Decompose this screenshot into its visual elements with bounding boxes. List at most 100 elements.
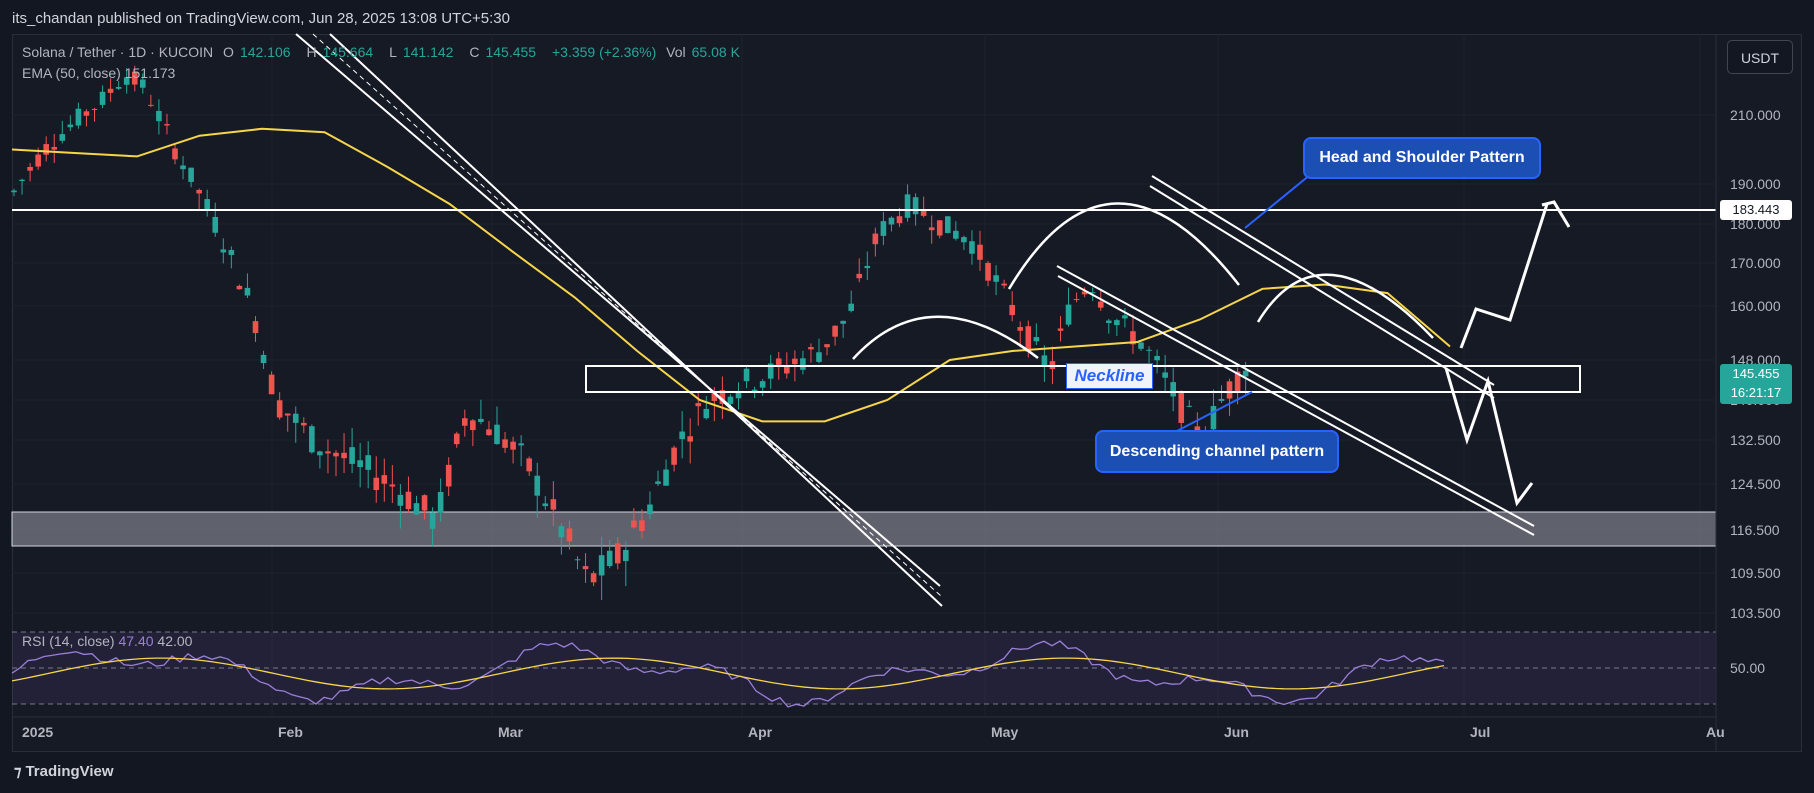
candle-body [212, 216, 219, 233]
candle-body [260, 354, 267, 364]
candle-body [140, 79, 146, 88]
candle-body [75, 108, 82, 126]
time-tick: Au [1706, 724, 1725, 740]
candle-body [244, 287, 251, 296]
candle-body [510, 441, 516, 450]
tradingview-logo[interactable]: ⁊ TradingView [14, 762, 114, 780]
price-tick: 103.500 [1730, 605, 1781, 621]
descending-channel-callout[interactable]: Descending channel pattern [1095, 430, 1339, 473]
candle-body [888, 217, 895, 225]
candle-body [11, 190, 17, 193]
candle-body [59, 134, 66, 141]
time-tick: 2025 [22, 724, 53, 740]
price-tick: 190.000 [1730, 176, 1781, 192]
candle-body [574, 559, 581, 561]
price-tick: 124.500 [1730, 476, 1781, 492]
candle-body [784, 367, 790, 374]
ohlc-high: H 145.664 [306, 44, 374, 60]
candle-body [1242, 370, 1249, 377]
candle-body [494, 424, 500, 445]
candle-body [695, 403, 702, 407]
change-value: +3.359 (+2.36%) [551, 44, 657, 60]
candle-body [131, 71, 138, 85]
candle-body [542, 503, 549, 507]
candle-body [486, 429, 492, 436]
downtrend-channel [295, 33, 943, 607]
ema-value: 151.173 [124, 65, 176, 81]
ohlc-low: L 141.142 [389, 44, 454, 60]
candle-body [470, 420, 476, 431]
candle-body [936, 220, 943, 236]
candle-body [164, 124, 170, 126]
price-tick: 132.500 [1730, 432, 1781, 448]
currency-button[interactable]: USDT [1727, 40, 1793, 74]
candle-body [792, 358, 798, 365]
rsi-axis-tick: 50.00 [1730, 660, 1765, 676]
rsi-label: RSI (14, close) [22, 633, 115, 649]
candle-body [606, 550, 613, 567]
candle-body [711, 393, 718, 401]
price-tick: 116.500 [1730, 522, 1780, 538]
candle-body [614, 543, 621, 564]
tradingview-icon: ⁊ [14, 763, 22, 780]
current-price: 145.455 [1732, 366, 1780, 381]
candle-body [767, 363, 774, 379]
candle-body [1065, 304, 1072, 325]
ohlc-close: C 145.455 [469, 44, 537, 60]
candle-body [1041, 355, 1048, 366]
candle-body [462, 418, 468, 426]
candle-body [284, 413, 291, 416]
candle-body [735, 392, 742, 399]
candle-body [1057, 328, 1064, 331]
candle-body [590, 573, 597, 583]
current-price-tag: 145.455 16:21:17 [1720, 364, 1792, 404]
candle-body [1234, 371, 1241, 392]
candle-body [1089, 292, 1096, 294]
candle-body [920, 210, 927, 216]
candle-body [904, 194, 911, 218]
candle-body [1186, 405, 1193, 407]
head-shoulder-callout[interactable]: Head and Shoulder Pattern [1303, 137, 1541, 179]
candle-body [196, 189, 202, 194]
candle-body [1218, 398, 1225, 401]
candle-body [679, 431, 685, 440]
grid [12, 34, 1716, 717]
brand-label: TradingView [25, 763, 114, 780]
candle-body [115, 86, 122, 89]
candle-body [824, 344, 830, 348]
price-tick: 109.500 [1730, 565, 1781, 581]
time-axis: 2025 Feb Mar Apr May Jun Jul Au [22, 724, 1725, 740]
candle-body [582, 566, 589, 570]
candle-body [349, 447, 355, 464]
candle-body [945, 216, 951, 233]
candle-body [51, 147, 58, 150]
candle-body [816, 352, 822, 362]
candle-body [341, 452, 347, 459]
chart-legend: Solana / Tether · 1D · KUCOIN O 142.106 H… [22, 44, 752, 60]
candle-body [437, 491, 444, 513]
ema-label: EMA (50, close) [22, 65, 121, 81]
candle-body [1146, 349, 1152, 351]
candle-body [292, 413, 299, 423]
resistance-price-tag: 183.443 [1720, 200, 1792, 220]
candle-body [1154, 355, 1160, 361]
candle-body [1178, 392, 1185, 423]
ohlc-open: O 142.106 [223, 44, 291, 60]
candle-body [478, 418, 484, 423]
candle-body [631, 520, 637, 528]
candle-body [325, 451, 331, 454]
candle-body [719, 390, 726, 404]
candle-body [912, 197, 919, 215]
neckline-label[interactable]: Neckline [1066, 363, 1153, 389]
candle-body [896, 216, 903, 224]
footer-bar [0, 752, 1814, 793]
candle-body [1106, 320, 1112, 323]
candle-body [172, 148, 178, 160]
candle-body [1138, 342, 1144, 349]
candle-body [123, 77, 130, 85]
candle-body [107, 88, 114, 93]
candle-body [228, 250, 235, 255]
volume: Vol 65.08 K [666, 44, 740, 60]
candle-body [928, 227, 935, 231]
